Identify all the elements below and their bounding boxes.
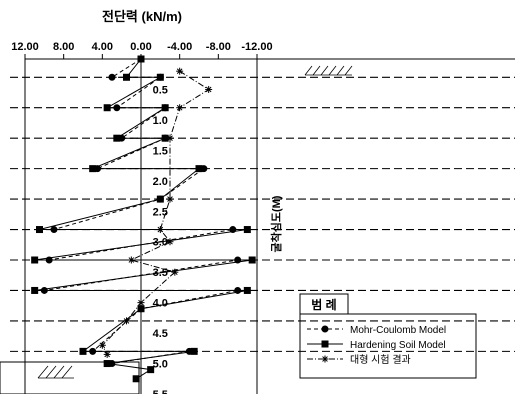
chart-title: 전단력 (kN/m) — [102, 9, 182, 24]
data-point-series-3-13 — [103, 350, 111, 358]
data-point-hardening-soil-model-3 — [156, 73, 164, 81]
x-tick-label-5: -4.00 — [167, 41, 192, 53]
data-point-hardening-soil-model-10 — [156, 195, 164, 203]
data-point-hardening-soil-model-14 — [248, 256, 256, 264]
data-point-series-3-7 — [166, 238, 174, 246]
data-point-hardening-soil-model-9 — [195, 165, 203, 173]
y-axis-label: 굴착심도(M) — [269, 195, 283, 252]
data-point-hardening-soil-model-2 — [123, 73, 130, 81]
data-point-series-3-4 — [166, 134, 174, 142]
legend-marker-3 — [321, 355, 329, 363]
legend-box — [299, 313, 477, 379]
series-hardening-soil-model — [31, 55, 256, 383]
data-point-series-3-2 — [205, 85, 213, 93]
y-tick-label-11: 5.5 — [153, 389, 168, 394]
x-tick-label-1: 12.00 — [11, 41, 39, 53]
data-point-series-3-5 — [166, 195, 174, 203]
x-tick-label-6: -8.00 — [206, 41, 231, 53]
legend-item-1: Mohr-Coulomb Model — [307, 325, 446, 336]
data-point-series-3-10 — [137, 299, 145, 307]
tick-layer: 12.00 8.00 4.00 0.00 -4.00 -8.00 -12.00 0.5 1.0 1… — [11, 41, 272, 394]
excavation-bottom — [0, 361, 140, 394]
legend-marker-2 — [321, 340, 329, 348]
y-tick-label-9: 4.5 — [153, 328, 168, 340]
data-point-hardening-soil-model-19 — [190, 347, 198, 355]
y-tick-label-1: 0.5 — [153, 84, 168, 96]
legend-label-3: 대형 시험 결과 — [350, 354, 411, 366]
data-point-hardening-soil-model-18 — [79, 347, 87, 355]
y-tick-label-10: 5.0 — [153, 359, 168, 371]
data-point-hardening-soil-model-20 — [103, 360, 111, 368]
data-point-series-3-11 — [123, 317, 130, 325]
legend-item-3: 대형 시험 결과 — [307, 354, 411, 366]
y-tick-label-3: 1.5 — [153, 145, 168, 157]
data-point-mohr-coulomb-model-2 — [108, 73, 116, 81]
legend: 범 례 Mohr-Coulomb Model Hardening Soil Mod… — [299, 293, 477, 379]
data-point-hardening-soil-model-5 — [161, 104, 169, 112]
data-point-hardening-soil-model-15 — [31, 286, 39, 294]
data-point-series-3-8 — [127, 256, 135, 264]
legend-label-1: Mohr-Coulomb Model — [350, 325, 446, 336]
series-line-hardening-soil-model — [34, 58, 253, 380]
data-point-series-3-3 — [176, 104, 184, 112]
data-point-series-3-9 — [171, 268, 179, 276]
data-point-hardening-soil-model-12 — [243, 226, 251, 234]
y-tick-label-5: 2.5 — [153, 206, 168, 218]
legend-title: 범 례 — [311, 297, 336, 312]
y-tick-label-6: 3.0 — [153, 237, 168, 249]
data-point-hardening-soil-model-11 — [36, 226, 43, 234]
data-point-hardening-soil-model-6 — [113, 134, 121, 142]
data-point-hardening-soil-model-22 — [132, 375, 140, 383]
data-point-series-3-12 — [98, 341, 106, 349]
data-point-series-3-1 — [176, 67, 184, 75]
legend-label-2: Hardening Soil Model — [350, 340, 446, 351]
data-point-hardening-soil-model-16 — [243, 286, 251, 294]
data-point-hardening-soil-model-4 — [103, 104, 111, 112]
y-tick-label-2: 1.0 — [153, 115, 168, 127]
data-point-hardening-soil-model-13 — [31, 256, 39, 264]
y-tick-label-8: 4.0 — [153, 298, 168, 310]
series-series-3 — [98, 67, 213, 358]
x-tick-label-3: 4.00 — [92, 41, 113, 53]
legend-marker-1 — [321, 325, 329, 333]
data-point-hardening-soil-model-17 — [137, 305, 145, 313]
series-layer — [31, 55, 256, 383]
x-tick-label-4: 0.00 — [130, 41, 151, 53]
legend-item-2: Hardening Soil Model — [307, 340, 446, 351]
x-tick-label-2: 8.00 — [53, 41, 74, 53]
x-tick-label-7: -12.00 — [241, 41, 272, 53]
plot-frame — [24, 58, 515, 394]
data-point-hardening-soil-model-21 — [147, 366, 155, 374]
y-tick-label-7: 3.5 — [153, 267, 168, 279]
y-tick-label-4: 2.0 — [153, 176, 168, 188]
data-point-hardening-soil-model-8 — [89, 165, 97, 173]
ground-surface-hatch — [304, 65, 353, 76]
data-point-series-3-6 — [156, 226, 164, 234]
